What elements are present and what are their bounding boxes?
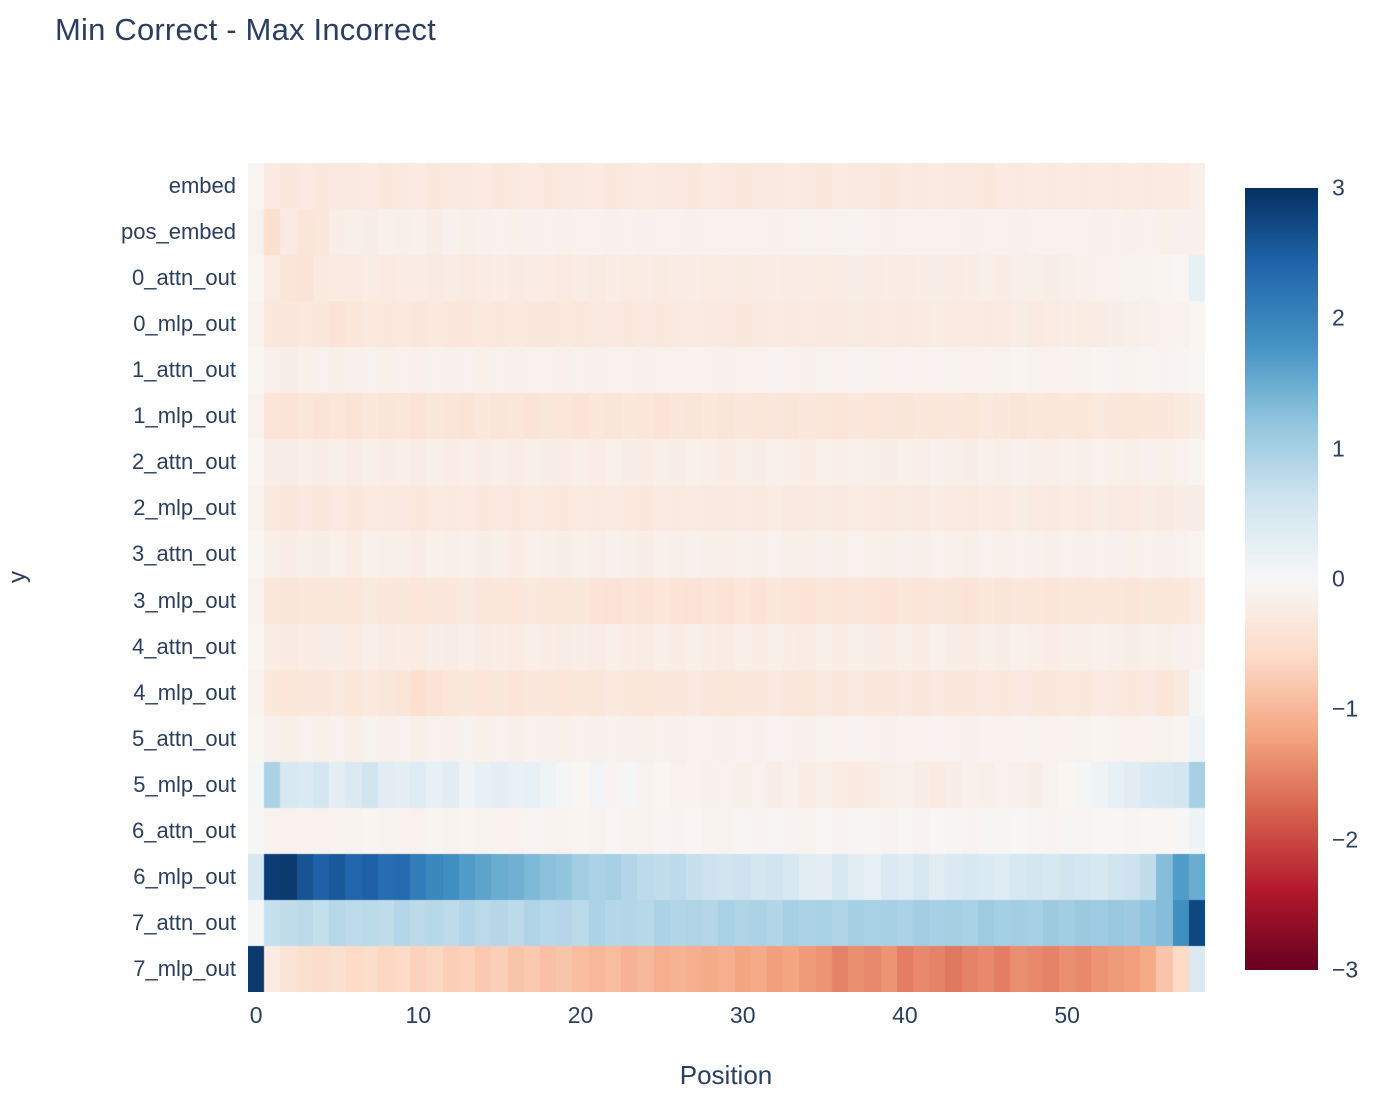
heatmap-canvas[interactable] [248, 163, 1205, 992]
y-tick-label: 0_attn_out [132, 265, 236, 291]
y-tick-label: 6_mlp_out [133, 863, 236, 889]
y-tick-label: 5_mlp_out [133, 771, 236, 797]
y-axis-title: y [4, 571, 31, 583]
colorbar-canvas [1245, 188, 1318, 970]
y-tick-label: 5_attn_out [132, 725, 236, 751]
x-tick-label: 40 [892, 1002, 918, 1028]
colorbar-tick-label: 3 [1332, 174, 1345, 201]
colorbar-tick-label: −2 [1332, 826, 1359, 853]
y-tick-label: 1_attn_out [132, 357, 236, 383]
y-tick-label: 6_attn_out [132, 817, 236, 843]
y-tick-label: pos_embed [121, 219, 236, 245]
x-tick-label: 50 [1054, 1002, 1080, 1028]
y-tick-label: 0_mlp_out [133, 311, 236, 337]
y-tick-label: 3_mlp_out [133, 587, 236, 613]
y-tick-label: 2_mlp_out [133, 495, 236, 521]
colorbar-tick-label: −3 [1332, 956, 1359, 983]
y-tick-label: 2_attn_out [132, 449, 236, 475]
colorbar-tick-label: 2 [1332, 304, 1345, 331]
colorbar-tick-label: 1 [1332, 435, 1345, 462]
x-tick-label: 30 [729, 1002, 756, 1028]
x-tick-label: 20 [567, 1002, 594, 1028]
y-tick-label: 3_attn_out [132, 541, 236, 567]
x-tick-label: 10 [405, 1002, 432, 1028]
y-tick-label: 7_mlp_out [133, 955, 236, 981]
x-tick-label: 0 [249, 1002, 263, 1028]
chart-title: Min Correct - Max Incorrect [55, 12, 436, 47]
y-tick-label: 4_mlp_out [133, 679, 236, 705]
y-tick-label: embed [168, 173, 236, 199]
colorbar-tick-label: −1 [1332, 695, 1359, 722]
y-tick-label: 7_attn_out [132, 909, 236, 935]
y-tick-label: 4_attn_out [132, 633, 236, 659]
x-axis-title: Position [679, 1060, 773, 1090]
y-tick-label: 1_mlp_out [133, 403, 236, 429]
colorbar-tick-label: 0 [1332, 565, 1345, 592]
